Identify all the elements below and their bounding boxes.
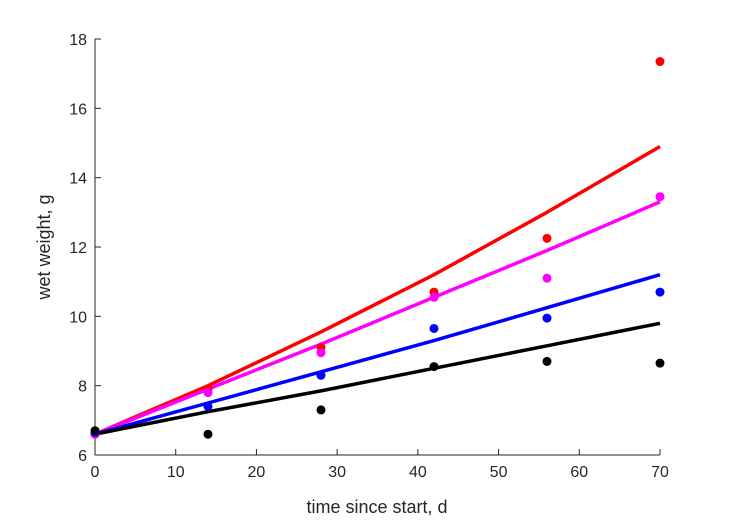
x-axis-label: time since start, d <box>306 497 447 517</box>
data-points <box>90 57 665 439</box>
data-point <box>655 192 665 202</box>
data-point <box>542 356 552 366</box>
y-tick-label: 12 <box>69 240 87 257</box>
data-point <box>203 401 213 411</box>
data-point <box>203 388 213 398</box>
data-point <box>316 348 326 358</box>
y-tick-label: 10 <box>69 309 87 326</box>
data-point <box>429 362 439 372</box>
data-point <box>203 429 213 439</box>
data-point <box>542 313 552 323</box>
data-point <box>429 323 439 333</box>
x-tick-label: 70 <box>651 464 669 481</box>
fit-line <box>94 321 661 436</box>
data-point <box>90 426 100 436</box>
x-tick-label: 0 <box>91 464 100 481</box>
x-tick-label: 40 <box>409 464 427 481</box>
data-point <box>429 292 439 302</box>
x-tick-label: 30 <box>328 464 346 481</box>
x-tick-label: 50 <box>490 464 508 481</box>
x-tick-label: 60 <box>570 464 588 481</box>
data-point <box>542 233 552 243</box>
y-tick-label: 18 <box>69 32 87 49</box>
data-point <box>655 358 665 368</box>
data-point <box>316 405 326 415</box>
data-point <box>655 57 665 67</box>
data-point <box>316 370 326 380</box>
data-point <box>542 273 552 283</box>
y-tick-label: 14 <box>69 171 87 188</box>
fit-lines <box>94 144 661 436</box>
y-tick-label: 16 <box>69 101 87 118</box>
y-tick-label: 6 <box>78 448 87 465</box>
y-tick-label: 8 <box>78 379 87 396</box>
axes: 0 10 20 30 40 50 60 70 6 8 10 12 14 16 18 <box>69 32 669 481</box>
fit-line <box>94 144 661 436</box>
y-axis-label: wet weight, g <box>34 194 54 300</box>
fit-line <box>94 273 661 436</box>
x-tick-label: 20 <box>248 464 266 481</box>
fit-line <box>94 200 661 436</box>
x-tick-label: 10 <box>167 464 185 481</box>
data-point <box>655 287 665 297</box>
